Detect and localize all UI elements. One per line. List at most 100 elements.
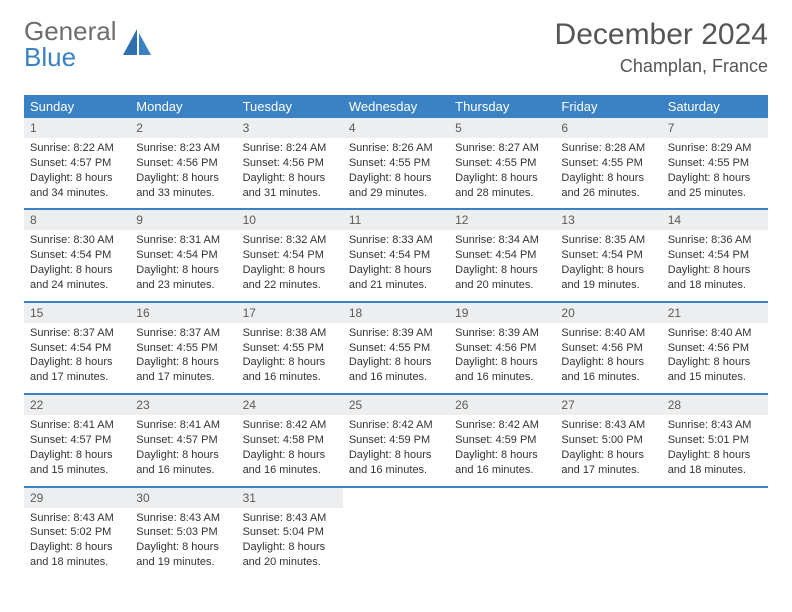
calendar-cell: 17Sunrise: 8:38 AMSunset: 4:55 PMDayligh… <box>237 302 343 394</box>
daylight-line: and 23 minutes. <box>136 278 230 293</box>
sunset-line: Sunset: 4:56 PM <box>668 341 762 356</box>
daylight-line: Daylight: 8 hours <box>561 448 655 463</box>
sunrise-line: Sunrise: 8:29 AM <box>668 141 762 156</box>
day-number: 9 <box>130 210 236 230</box>
day-details: Sunrise: 8:24 AMSunset: 4:56 PMDaylight:… <box>237 138 343 208</box>
daylight-line: Daylight: 8 hours <box>668 171 762 186</box>
daylight-line: and 16 minutes. <box>243 463 337 478</box>
daylight-line: Daylight: 8 hours <box>455 263 549 278</box>
sunrise-line: Sunrise: 8:40 AM <box>668 326 762 341</box>
sunset-line: Sunset: 4:54 PM <box>349 248 443 263</box>
daylight-line: Daylight: 8 hours <box>668 448 762 463</box>
sunrise-line: Sunrise: 8:39 AM <box>349 326 443 341</box>
daylight-line: Daylight: 8 hours <box>30 540 124 555</box>
page-title: December 2024 <box>555 18 768 52</box>
weekday-header: Sunday <box>24 95 130 118</box>
sunrise-line: Sunrise: 8:37 AM <box>136 326 230 341</box>
calendar-cell: 20Sunrise: 8:40 AMSunset: 4:56 PMDayligh… <box>555 302 661 394</box>
calendar-cell <box>449 487 555 578</box>
daylight-line: and 15 minutes. <box>668 370 762 385</box>
daylight-line: and 31 minutes. <box>243 186 337 201</box>
sunrise-line: Sunrise: 8:41 AM <box>30 418 124 433</box>
calendar-table: Sunday Monday Tuesday Wednesday Thursday… <box>24 95 768 578</box>
calendar-cell: 26Sunrise: 8:42 AMSunset: 4:59 PMDayligh… <box>449 394 555 486</box>
daylight-line: Daylight: 8 hours <box>349 448 443 463</box>
calendar-cell: 31Sunrise: 8:43 AMSunset: 5:04 PMDayligh… <box>237 487 343 578</box>
sunrise-line: Sunrise: 8:31 AM <box>136 233 230 248</box>
sunset-line: Sunset: 5:02 PM <box>30 525 124 540</box>
sunset-line: Sunset: 4:54 PM <box>136 248 230 263</box>
calendar-cell: 6Sunrise: 8:28 AMSunset: 4:55 PMDaylight… <box>555 118 661 209</box>
weekday-header: Saturday <box>662 95 768 118</box>
sunset-line: Sunset: 4:55 PM <box>455 156 549 171</box>
daylight-line: Daylight: 8 hours <box>668 263 762 278</box>
day-details: Sunrise: 8:35 AMSunset: 4:54 PMDaylight:… <box>555 230 661 300</box>
sunset-line: Sunset: 4:56 PM <box>243 156 337 171</box>
calendar-cell: 21 Sunrise: 8:40 AMSunset: 4:56 PMDayligh… <box>662 302 768 394</box>
calendar-cell: 13Sunrise: 8:35 AMSunset: 4:54 PMDayligh… <box>555 209 661 301</box>
logo: General Blue <box>24 18 155 70</box>
daylight-line: and 25 minutes. <box>668 186 762 201</box>
calendar-row: 22Sunrise: 8:41 AMSunset: 4:57 PMDayligh… <box>24 394 768 486</box>
day-number: 11 <box>343 210 449 230</box>
daylight-line: Daylight: 8 hours <box>349 263 443 278</box>
weekday-header-row: Sunday Monday Tuesday Wednesday Thursday… <box>24 95 768 118</box>
day-number: 7 <box>662 118 768 138</box>
calendar-cell <box>555 487 661 578</box>
daylight-line: Daylight: 8 hours <box>455 355 549 370</box>
day-number: 1 <box>24 118 130 138</box>
sunset-line: Sunset: 4:56 PM <box>561 341 655 356</box>
sunrise-line: Sunrise: 8:35 AM <box>561 233 655 248</box>
day-details: Sunrise: 8:29 AMSunset: 4:55 PMDaylight:… <box>662 138 768 208</box>
daylight-line: Daylight: 8 hours <box>30 171 124 186</box>
sunset-line: Sunset: 4:58 PM <box>243 433 337 448</box>
daylight-line: and 18 minutes. <box>668 278 762 293</box>
day-details: Sunrise: 8:43 AMSunset: 5:01 PMDaylight:… <box>662 415 768 485</box>
day-details: Sunrise: 8:32 AMSunset: 4:54 PMDaylight:… <box>237 230 343 300</box>
sail-icon <box>121 27 155 62</box>
daylight-line: Daylight: 8 hours <box>136 448 230 463</box>
day-number: 5 <box>449 118 555 138</box>
sunrise-line: Sunrise: 8:27 AM <box>455 141 549 156</box>
sunset-line: Sunset: 4:59 PM <box>349 433 443 448</box>
day-number: 30 <box>130 488 236 508</box>
daylight-line: and 24 minutes. <box>30 278 124 293</box>
sunrise-line: Sunrise: 8:41 AM <box>136 418 230 433</box>
day-number: 21 <box>662 303 768 323</box>
sunrise-line: Sunrise: 8:34 AM <box>455 233 549 248</box>
day-number: 3 <box>237 118 343 138</box>
day-number: 16 <box>130 303 236 323</box>
sunrise-line: Sunrise: 8:23 AM <box>136 141 230 156</box>
daylight-line: and 19 minutes. <box>561 278 655 293</box>
sunset-line: Sunset: 4:57 PM <box>30 156 124 171</box>
day-number: 14 <box>662 210 768 230</box>
day-details: Sunrise: 8:43 AMSunset: 5:04 PMDaylight:… <box>237 508 343 578</box>
day-details: Sunrise: 8:42 AMSunset: 4:59 PMDaylight:… <box>343 415 449 485</box>
day-number: 4 <box>343 118 449 138</box>
daylight-line: Daylight: 8 hours <box>243 263 337 278</box>
daylight-line: and 26 minutes. <box>561 186 655 201</box>
day-details: Sunrise: 8:34 AMSunset: 4:54 PMDaylight:… <box>449 230 555 300</box>
calendar-cell: 11Sunrise: 8:33 AMSunset: 4:54 PMDayligh… <box>343 209 449 301</box>
daylight-line: and 17 minutes. <box>136 370 230 385</box>
daylight-line: and 17 minutes. <box>30 370 124 385</box>
sunrise-line: Sunrise: 8:39 AM <box>455 326 549 341</box>
day-number: 29 <box>24 488 130 508</box>
daylight-line: Daylight: 8 hours <box>561 355 655 370</box>
calendar-cell: 5Sunrise: 8:27 AMSunset: 4:55 PMDaylight… <box>449 118 555 209</box>
sunrise-line: Sunrise: 8:24 AM <box>243 141 337 156</box>
daylight-line: Daylight: 8 hours <box>243 540 337 555</box>
calendar-cell: 4Sunrise: 8:26 AMSunset: 4:55 PMDaylight… <box>343 118 449 209</box>
daylight-line: and 15 minutes. <box>30 463 124 478</box>
daylight-line: Daylight: 8 hours <box>668 355 762 370</box>
calendar-cell: 10Sunrise: 8:32 AMSunset: 4:54 PMDayligh… <box>237 209 343 301</box>
day-details: Sunrise: 8:33 AMSunset: 4:54 PMDaylight:… <box>343 230 449 300</box>
day-number: 25 <box>343 395 449 415</box>
day-details: Sunrise: 8:39 AMSunset: 4:55 PMDaylight:… <box>343 323 449 393</box>
calendar-cell: 27Sunrise: 8:43 AMSunset: 5:00 PMDayligh… <box>555 394 661 486</box>
daylight-line: Daylight: 8 hours <box>30 448 124 463</box>
day-number: 18 <box>343 303 449 323</box>
calendar-cell: 2Sunrise: 8:23 AMSunset: 4:56 PMDaylight… <box>130 118 236 209</box>
daylight-line: Daylight: 8 hours <box>349 171 443 186</box>
day-details: Sunrise: 8:40 AMSunset: 4:56 PMDaylight:… <box>555 323 661 393</box>
